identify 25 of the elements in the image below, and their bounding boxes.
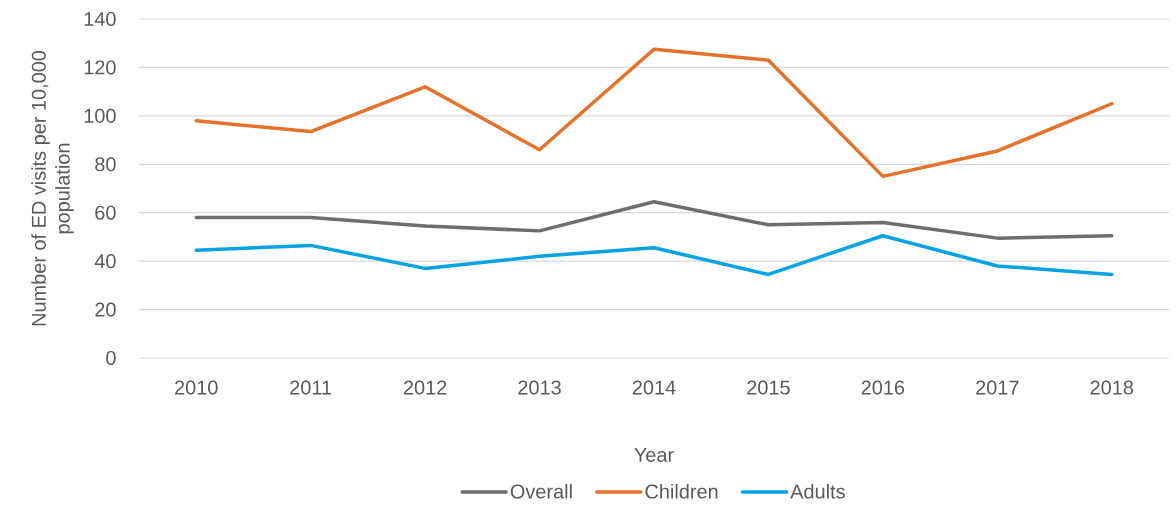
x-axis-title: Year (634, 448, 674, 462)
x-tick-label: 2016 (861, 380, 905, 395)
line-series (194, 200, 1114, 240)
y-tick-label: 0 (106, 350, 116, 366)
line-series (194, 47, 1114, 179)
x-tick-label: 2010 (175, 380, 218, 395)
legend-label: Overall (510, 483, 572, 499)
x-tick-label: 2013 (518, 380, 561, 395)
x-tick-label: 2017 (976, 380, 1019, 395)
line-series (194, 233, 1114, 277)
y-tick-label: 100 (84, 108, 116, 123)
y-tick-label: 120 (84, 60, 116, 75)
x-tick-label: 2014 (632, 380, 676, 395)
legend-label: Adults (790, 483, 845, 499)
x-tick-label: 2011 (290, 380, 332, 395)
y-tick-label: 20 (95, 302, 116, 317)
y-tick-label: 140 (84, 11, 116, 27)
y-tick-label: 80 (95, 157, 116, 172)
x-tick-label: 2018 (1090, 380, 1134, 395)
x-tick-label: 2015 (747, 380, 790, 395)
y-axis-title: Number of ED visits per 10,000 population (31, 50, 74, 326)
legend-label: Children (645, 483, 718, 499)
x-tick-label: 2012 (403, 380, 447, 395)
y-tick-label: 40 (94, 254, 116, 269)
y-tick-label: 60 (95, 205, 116, 220)
